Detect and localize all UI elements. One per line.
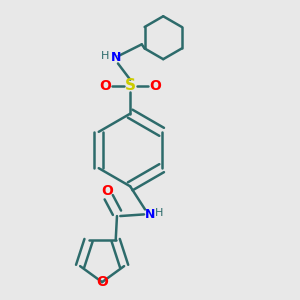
Text: N: N	[111, 51, 121, 64]
Text: S: S	[125, 78, 136, 93]
Text: N: N	[145, 208, 155, 221]
Text: O: O	[149, 79, 161, 93]
Text: O: O	[96, 275, 108, 289]
Text: O: O	[100, 79, 111, 93]
Text: O: O	[101, 184, 113, 198]
Text: H: H	[100, 51, 109, 61]
Text: H: H	[155, 208, 164, 218]
